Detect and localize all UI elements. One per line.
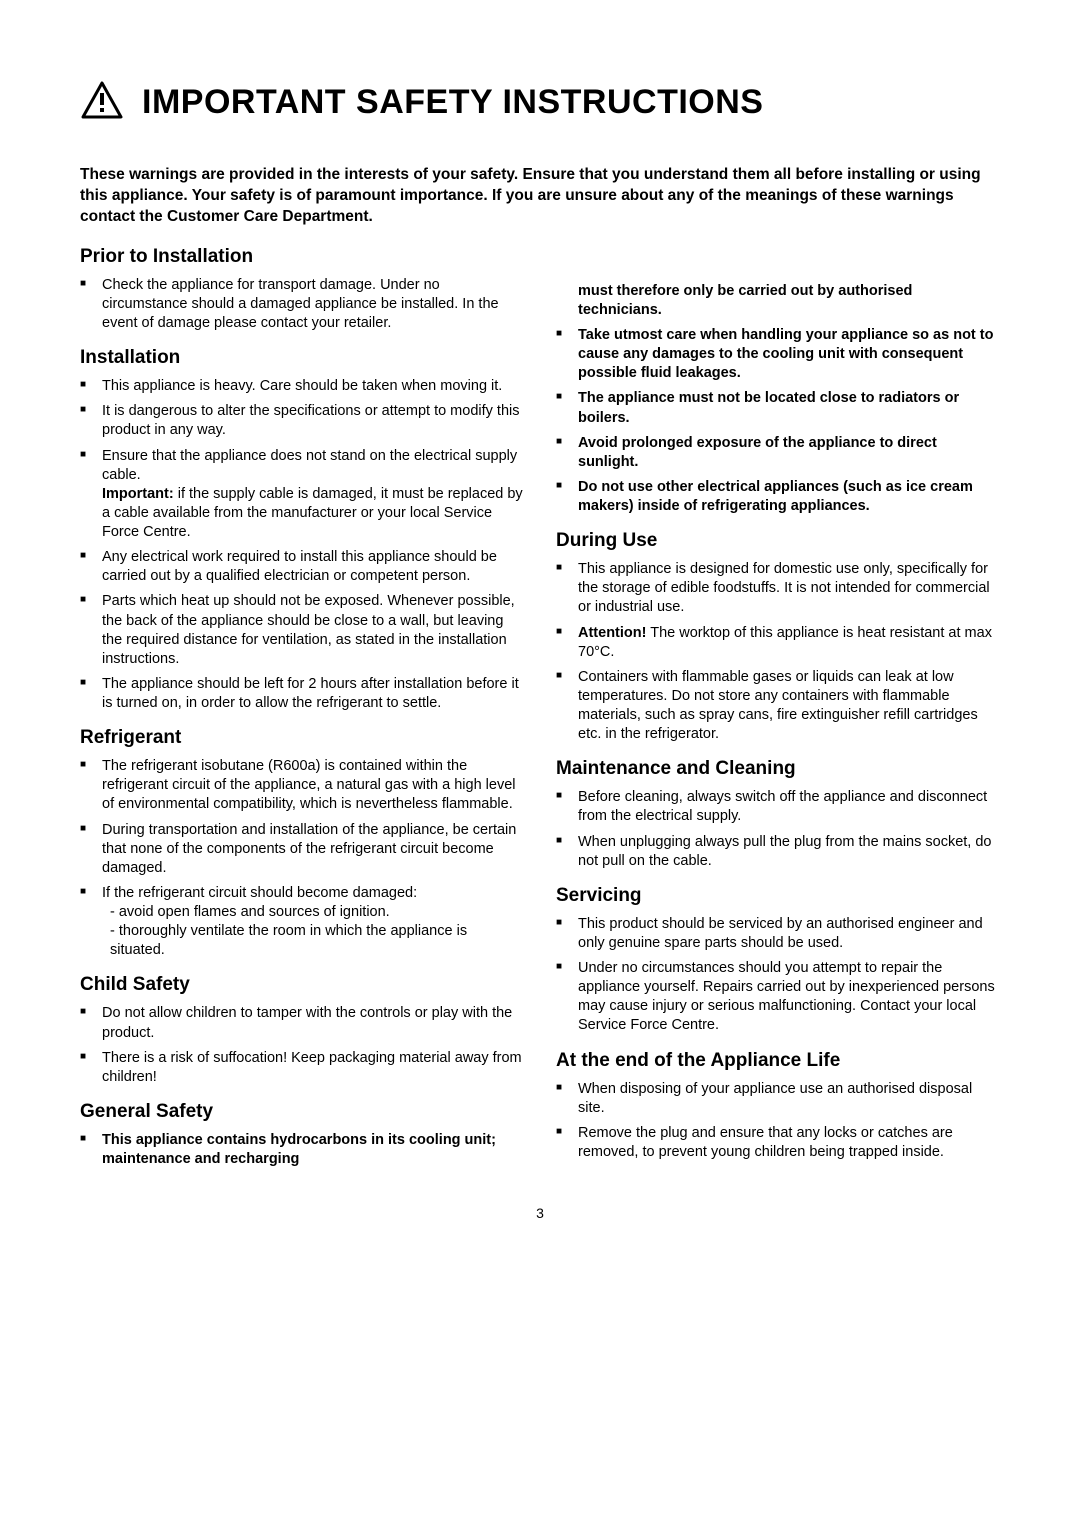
list-item: The refrigerant isobutane (R600a) is con…: [80, 757, 524, 814]
right-column: must therefore only be carried out by au…: [556, 246, 1000, 1175]
section-heading: Prior to Installation: [80, 246, 524, 268]
main-title: IMPORTANT SAFETY INSTRUCTIONS: [80, 80, 1000, 125]
section-heading: Child Safety: [80, 974, 524, 996]
section-heading: At the end of the Appliance Life: [556, 1050, 1000, 1072]
list-item: This appliance is designed for domestic …: [556, 560, 1000, 617]
list-item: When unplugging always pull the plug fro…: [556, 833, 1000, 871]
warning-triangle-icon: [80, 80, 124, 125]
list: This appliance contains hydrocarbons in …: [80, 1131, 524, 1169]
section-heading: Refrigerant: [80, 727, 524, 749]
left-column: Prior to Installation Check the applianc…: [80, 246, 524, 1175]
list: Take utmost care when handling your appl…: [556, 326, 1000, 516]
list-item: Take utmost care when handling your appl…: [556, 326, 1000, 383]
list-item: Under no circumstances should you attemp…: [556, 959, 1000, 1036]
page-number: 3: [80, 1205, 1000, 1221]
list-item: Avoid prolonged exposure of the applianc…: [556, 434, 1000, 472]
list-item: This appliance contains hydrocarbons in …: [80, 1131, 524, 1169]
list-item: If the refrigerant circuit should become…: [80, 884, 524, 961]
list-item: The appliance should be left for 2 hours…: [80, 675, 524, 713]
list: This appliance is designed for domestic …: [556, 560, 1000, 744]
section-heading: During Use: [556, 530, 1000, 552]
list-item: There is a risk of suffocation! Keep pac…: [80, 1049, 524, 1087]
list: The refrigerant isobutane (R600a) is con…: [80, 757, 524, 960]
page-title: IMPORTANT SAFETY INSTRUCTIONS: [142, 83, 763, 122]
list-item: Before cleaning, always switch off the a…: [556, 788, 1000, 826]
list-item: This appliance is heavy. Care should be …: [80, 377, 524, 396]
list-item: It is dangerous to alter the specificati…: [80, 402, 524, 440]
list-item: Any electrical work required to install …: [80, 548, 524, 586]
continuation-text: must therefore only be carried out by au…: [556, 282, 1000, 320]
section-heading: Installation: [80, 347, 524, 369]
list-item: The appliance must not be located close …: [556, 389, 1000, 427]
list: Check the appliance for transport damage…: [80, 276, 524, 333]
content-columns: Prior to Installation Check the applianc…: [80, 246, 1000, 1175]
section-heading: General Safety: [80, 1101, 524, 1123]
list: This product should be serviced by an au…: [556, 915, 1000, 1036]
list-item: During transportation and installation o…: [80, 821, 524, 878]
list-item: Parts which heat up should not be expose…: [80, 592, 524, 669]
list-item: Do not use other electrical appliances (…: [556, 478, 1000, 516]
list: Do not allow children to tamper with the…: [80, 1004, 524, 1087]
list: This appliance is heavy. Care should be …: [80, 377, 524, 713]
list-item: When disposing of your appliance use an …: [556, 1080, 1000, 1118]
list-item: Do not allow children to tamper with the…: [80, 1004, 524, 1042]
list-item: Check the appliance for transport damage…: [80, 276, 524, 333]
list: When disposing of your appliance use an …: [556, 1080, 1000, 1163]
list-item: Containers with flammable gases or liqui…: [556, 668, 1000, 745]
list-item: This product should be serviced by an au…: [556, 915, 1000, 953]
list-item: Ensure that the appliance does not stand…: [80, 447, 524, 543]
intro-paragraph: These warnings are provided in the inter…: [80, 165, 1000, 228]
section-heading: Maintenance and Cleaning: [556, 758, 1000, 780]
list: Before cleaning, always switch off the a…: [556, 788, 1000, 871]
section-heading: Servicing: [556, 885, 1000, 907]
list-item: Remove the plug and ensure that any lock…: [556, 1124, 1000, 1162]
list-item: Attention! The worktop of this appliance…: [556, 624, 1000, 662]
